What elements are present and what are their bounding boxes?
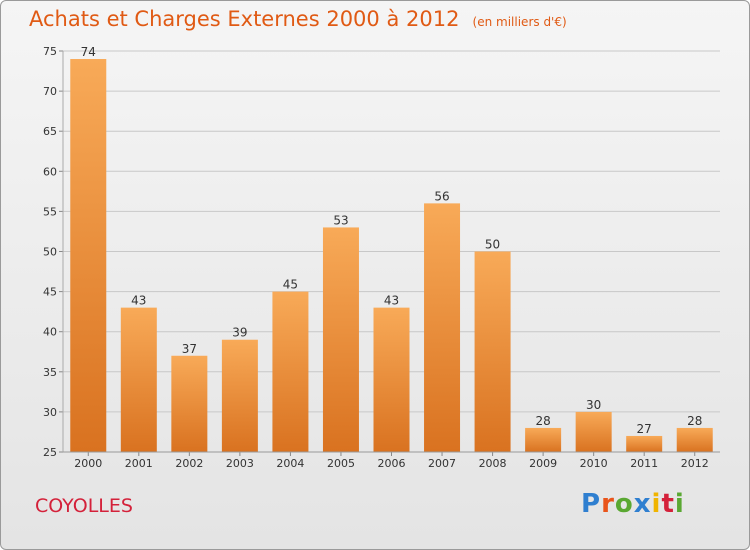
logo-letter: t [661,489,675,519]
y-tick-label: 60 [43,165,57,178]
bar [676,427,713,452]
data-label: 50 [485,238,500,252]
logo-letter: i [674,489,685,519]
data-label: 45 [283,278,298,292]
bar [221,339,258,452]
x-tick-label: 2001 [125,457,153,470]
bars: 74 43 37 39 45 53 43 56 50 28 30 27 28 [70,45,713,453]
proxiti-logo[interactable]: Proxiti [581,489,685,519]
logo-letter: i [651,489,662,519]
bar [575,411,612,452]
y-tick-label: 45 [43,286,57,299]
data-label: 39 [232,326,247,340]
y-tick-label: 40 [43,326,57,339]
y-tick-label: 25 [43,446,57,459]
y-tick-label: 50 [43,246,57,259]
bar [120,307,157,452]
data-label: 28 [535,414,550,428]
bar [373,307,410,452]
y-tick-label: 70 [43,85,57,98]
data-label: 74 [81,45,96,59]
data-label: 28 [687,414,702,428]
chart-title: Achats et Charges Externes 2000 à 2012 [29,7,460,31]
bar [424,203,461,452]
logo-letter: x [633,489,652,519]
y-tick-label: 55 [43,205,57,218]
x-tick-label: 2002 [175,457,203,470]
bar [525,427,562,452]
data-label: 30 [586,398,601,412]
x-tick-label: 2009 [529,457,557,470]
bar [70,59,107,453]
bar [171,355,208,452]
chart-title-block: Achats et Charges Externes 2000 à 2012 (… [29,7,567,31]
bar [322,227,359,452]
x-tick-label: 2000 [74,457,102,470]
logo-letter: o [614,489,634,519]
x-axis: 2000 2001 2002 2003 2004 2005 2006 2007 2008 2009… [63,451,720,470]
data-label: 43 [384,294,399,308]
x-tick-label: 2011 [630,457,658,470]
x-tick-label: 2010 [580,457,608,470]
x-tick-label: 2003 [226,457,254,470]
commune-name: COYOLLES [35,495,133,517]
y-tick-label: 35 [43,366,57,379]
bar [474,251,511,452]
data-label: 53 [333,213,348,227]
x-tick-label: 2004 [276,457,304,470]
bar [626,435,663,452]
logo-letter: P [581,489,602,519]
y-tick-label: 75 [43,45,57,58]
x-tick-label: 2006 [378,457,406,470]
x-tick-label: 2005 [327,457,355,470]
x-tick-label: 2012 [681,457,709,470]
y-tick-label: 30 [43,406,57,419]
bar [272,291,309,452]
logo-letter: r [601,489,615,519]
x-tick-label: 2007 [428,457,456,470]
data-label: 37 [182,342,197,356]
chart-unit: (en milliers d'€) [472,15,567,29]
data-label: 56 [434,189,449,203]
y-tick-label: 65 [43,125,57,138]
data-label: 43 [131,294,146,308]
data-label: 27 [637,422,652,436]
x-tick-label: 2008 [479,457,507,470]
y-axis: 25 30 35 40 45 50 55 60 65 70 75 [43,45,64,459]
